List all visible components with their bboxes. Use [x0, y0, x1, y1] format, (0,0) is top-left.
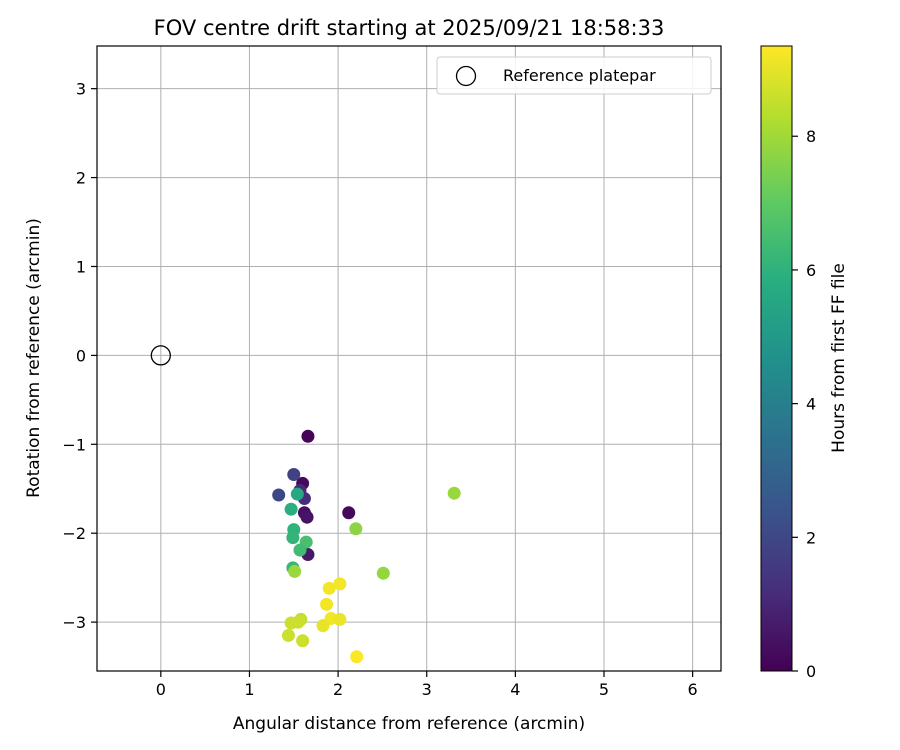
colorbar-gradient	[760, 45, 793, 672]
colorbar-tick-label: 8	[806, 127, 816, 146]
x-tick-label: 1	[244, 680, 254, 699]
colorbar-tick-label: 4	[806, 395, 816, 414]
grid-lines	[97, 46, 721, 671]
x-tick-label: 6	[688, 680, 698, 699]
data-point	[349, 522, 363, 536]
y-axis-label: Rotation from reference (arcmin)	[24, 218, 44, 498]
data-point	[272, 488, 286, 502]
data-point	[284, 502, 298, 516]
colorbar-ticks: 0 2 4 6 8	[792, 127, 816, 681]
data-point	[350, 650, 364, 664]
chart-title: FOV centre drift starting at 2025/09/21 …	[154, 16, 665, 40]
data-point	[281, 628, 295, 642]
colorbar-tick-label: 2	[806, 528, 816, 547]
colorbar: 0 2 4 6 8 Hours from first FF file	[760, 45, 849, 681]
data-point	[320, 597, 334, 611]
data-point	[342, 506, 356, 520]
data-point	[300, 510, 314, 524]
data-point	[288, 564, 302, 578]
data-point	[287, 468, 301, 482]
x-axis-label: Angular distance from reference (arcmin)	[233, 714, 585, 734]
data-point	[322, 581, 336, 595]
y-tick-label: 2	[76, 169, 86, 188]
legend-label-reference-platepar: Reference platepar	[503, 66, 656, 85]
data-point	[376, 566, 390, 580]
reference-platepar-marker	[150, 345, 171, 366]
data-point	[333, 612, 347, 626]
data-point	[301, 429, 315, 443]
x-tick-label: 3	[422, 680, 432, 699]
colorbar-tick-label: 0	[806, 662, 816, 681]
colorbar-tick-label: 6	[806, 261, 816, 280]
x-tick-label: 5	[599, 680, 609, 699]
y-tick-label: −2	[62, 524, 86, 543]
legend-marker-open-circle	[455, 65, 477, 87]
data-point	[286, 531, 300, 545]
data-point	[293, 543, 307, 557]
data-point	[290, 487, 304, 501]
y-tick-label: 0	[76, 346, 86, 365]
reference-layer	[150, 345, 171, 366]
colorbar-label: Hours from first FF file	[829, 263, 849, 453]
data-point	[296, 634, 310, 648]
data-point	[316, 619, 330, 633]
data-point	[447, 486, 461, 500]
x-tick-label: 0	[156, 680, 166, 699]
y-tick-label: −1	[62, 435, 86, 454]
x-tick-label: 2	[333, 680, 343, 699]
legend-box	[436, 56, 712, 95]
data-point	[291, 615, 305, 629]
y-tick-label: −3	[62, 613, 86, 632]
data-points	[272, 429, 461, 664]
plot-frame	[96, 45, 722, 672]
x-tick-label: 4	[510, 680, 520, 699]
data-point	[333, 577, 347, 591]
y-tick-label: 1	[76, 257, 86, 276]
legend: Reference platepar	[436, 56, 712, 95]
axis-ticks: 0 1 2 3 4 5 6 −3 −2 −1 0 1 2 3	[62, 80, 697, 699]
y-tick-label: 3	[76, 80, 86, 99]
